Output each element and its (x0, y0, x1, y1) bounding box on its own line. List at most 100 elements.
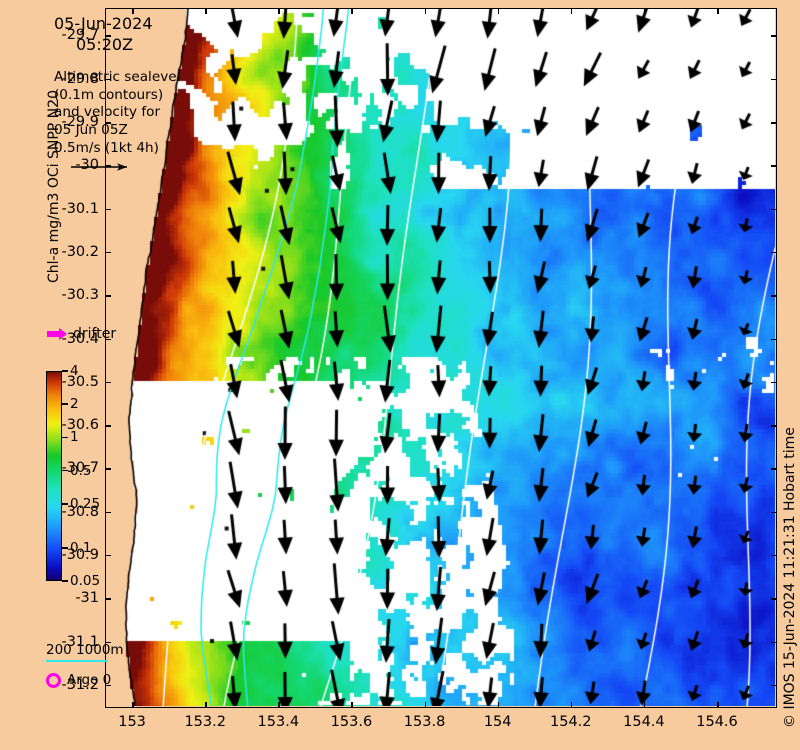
x-axis-tick-mark (205, 702, 207, 708)
x-axis-tick-mark (643, 8, 646, 14)
y-axis-tick-label: -30.8 (61, 503, 99, 520)
colorbar-tick-label: 1 (70, 429, 79, 446)
x-axis-tick-label: 153.2 (184, 714, 226, 730)
colorbar-tick-mark (62, 370, 68, 372)
y-axis-tick-label: -30.9 (61, 546, 99, 563)
map-description: Altimetric sealevel (0.1m contours) and … (54, 69, 180, 159)
x-axis-tick-label: 153 (118, 714, 146, 730)
bathymetry-legend-line (46, 660, 108, 662)
colorbar-title: Chl-a mg/m3 OCi SNPP N20 (46, 90, 62, 283)
right-arrow-icon (71, 163, 127, 172)
y-axis-tick-mark (771, 78, 777, 81)
x-axis-tick-mark (570, 702, 573, 708)
desc-line-3: and velocity for (54, 104, 161, 121)
colorbar-tick-label: 0.5 (70, 462, 92, 479)
y-axis-tick-mark (771, 554, 777, 557)
x-axis-tick-mark (497, 8, 500, 14)
map-time: 05:20Z (76, 34, 134, 54)
y-axis-tick-mark (771, 641, 777, 644)
header-text-block: 05-Jun-2024 05:20Z Altimetric sealevel (… (54, 14, 180, 178)
x-axis-tick-mark (497, 702, 500, 708)
y-axis-tick-label: -29.7 (61, 27, 99, 44)
x-axis-tick-label: 154 (483, 714, 512, 730)
colorbar-tick-mark (62, 546, 68, 549)
y-axis-tick-mark (771, 468, 777, 470)
y-axis-tick-mark (105, 381, 111, 384)
x-axis-tick-mark (132, 702, 134, 708)
colorbar-tick-label: 2 (70, 396, 79, 413)
colorbar-tick-mark (62, 503, 68, 505)
colorbar-tick-label: 0.25 (70, 495, 101, 512)
drifter-legend: drifter (46, 326, 116, 342)
x-axis-tick-label: 154.6 (696, 714, 738, 730)
y-axis-tick-mark (105, 295, 111, 297)
drifter-legend-label: drifter (73, 326, 117, 342)
y-axis-tick-label: -30.3 (61, 287, 99, 304)
y-axis-tick-mark (105, 251, 111, 254)
y-axis-tick-mark (771, 511, 777, 514)
colorbar-tick-label: 0.1 (70, 539, 92, 556)
y-axis-tick-mark (105, 122, 111, 124)
y-axis-tick-mark (105, 684, 111, 687)
y-axis-tick-mark (771, 35, 777, 37)
attribution-text: © IMOS 15-Jun-2024 11:21:31 Hobart time (782, 427, 798, 728)
bathymetry-legend: 200 1000m (46, 642, 124, 662)
y-axis-tick-mark (771, 165, 777, 167)
colorbar-tick-label: 0.05 (70, 573, 101, 589)
y-axis-tick-mark (105, 208, 111, 211)
x-axis-tick-mark (278, 8, 280, 14)
x-axis-tick-label: 153.6 (330, 714, 373, 730)
x-axis-tick-mark (351, 702, 353, 708)
y-axis-tick-mark (105, 641, 111, 644)
circle-icon (46, 672, 61, 688)
y-axis-tick-mark (105, 425, 111, 427)
x-axis-tick-mark (717, 8, 719, 14)
argo-legend: Argo 0 (46, 672, 111, 688)
map-plot-area[interactable] (105, 8, 777, 708)
colorbar-gradient (46, 371, 62, 581)
y-axis-tick-mark (771, 251, 777, 254)
x-axis-tick-mark (570, 8, 573, 14)
x-axis-tick-mark (643, 702, 646, 708)
y-axis-tick-label: -30.6 (61, 417, 99, 434)
x-axis-tick-label: 154.4 (623, 714, 665, 730)
x-axis-tick-mark (278, 702, 280, 708)
argo-legend-label: Argo 0 (67, 672, 112, 688)
drifter-arrow-icon (47, 328, 67, 340)
y-axis-tick-label: -31.1 (61, 633, 99, 650)
colorbar-tick-mark (62, 403, 68, 405)
contours-and-velocity-overlay (106, 9, 775, 706)
y-axis-tick-label: -30 (75, 157, 99, 174)
y-axis-tick-mark (771, 122, 777, 124)
y-axis-tick-mark (771, 425, 777, 427)
x-axis-tick-mark (351, 8, 353, 14)
x-axis-tick-mark (424, 702, 427, 708)
x-axis-tick-mark (205, 8, 207, 14)
y-axis-tick-label: -31.2 (61, 676, 99, 693)
y-axis-tick-mark (105, 78, 111, 81)
x-axis-tick-label: 153.4 (257, 714, 300, 730)
y-axis-tick-label: -31 (75, 590, 99, 607)
bathymetry-legend-label: 200 1000m (46, 642, 124, 658)
x-axis-tick-mark (132, 8, 134, 14)
y-axis-tick-mark (771, 338, 777, 341)
desc-line-2: (0.1m contours) (54, 86, 164, 103)
y-axis-tick-mark (105, 468, 111, 470)
y-axis-tick-label: -30.2 (61, 243, 99, 260)
y-axis-tick-mark (771, 598, 777, 600)
x-axis-tick-mark (424, 8, 427, 14)
y-axis-tick-label: -29.9 (61, 114, 99, 131)
y-axis-tick-mark (771, 684, 777, 687)
desc-line-4: 05 Jun 05Z (54, 122, 128, 139)
y-axis-tick-label: -30.7 (61, 460, 99, 477)
map-date: 05-Jun-2024 (54, 14, 153, 33)
y-axis-tick-label: -30.4 (61, 330, 99, 347)
y-axis-tick-mark (771, 208, 777, 211)
desc-line-5: 0.5m/s (1kt 4h) (54, 140, 159, 157)
x-axis-tick-label: 154.2 (550, 714, 592, 730)
x-axis-tick-label: 153.8 (403, 714, 446, 730)
colorbar-tick-mark (62, 580, 68, 582)
y-axis-tick-mark (105, 554, 111, 557)
y-axis-tick-label: -30.5 (61, 373, 99, 390)
